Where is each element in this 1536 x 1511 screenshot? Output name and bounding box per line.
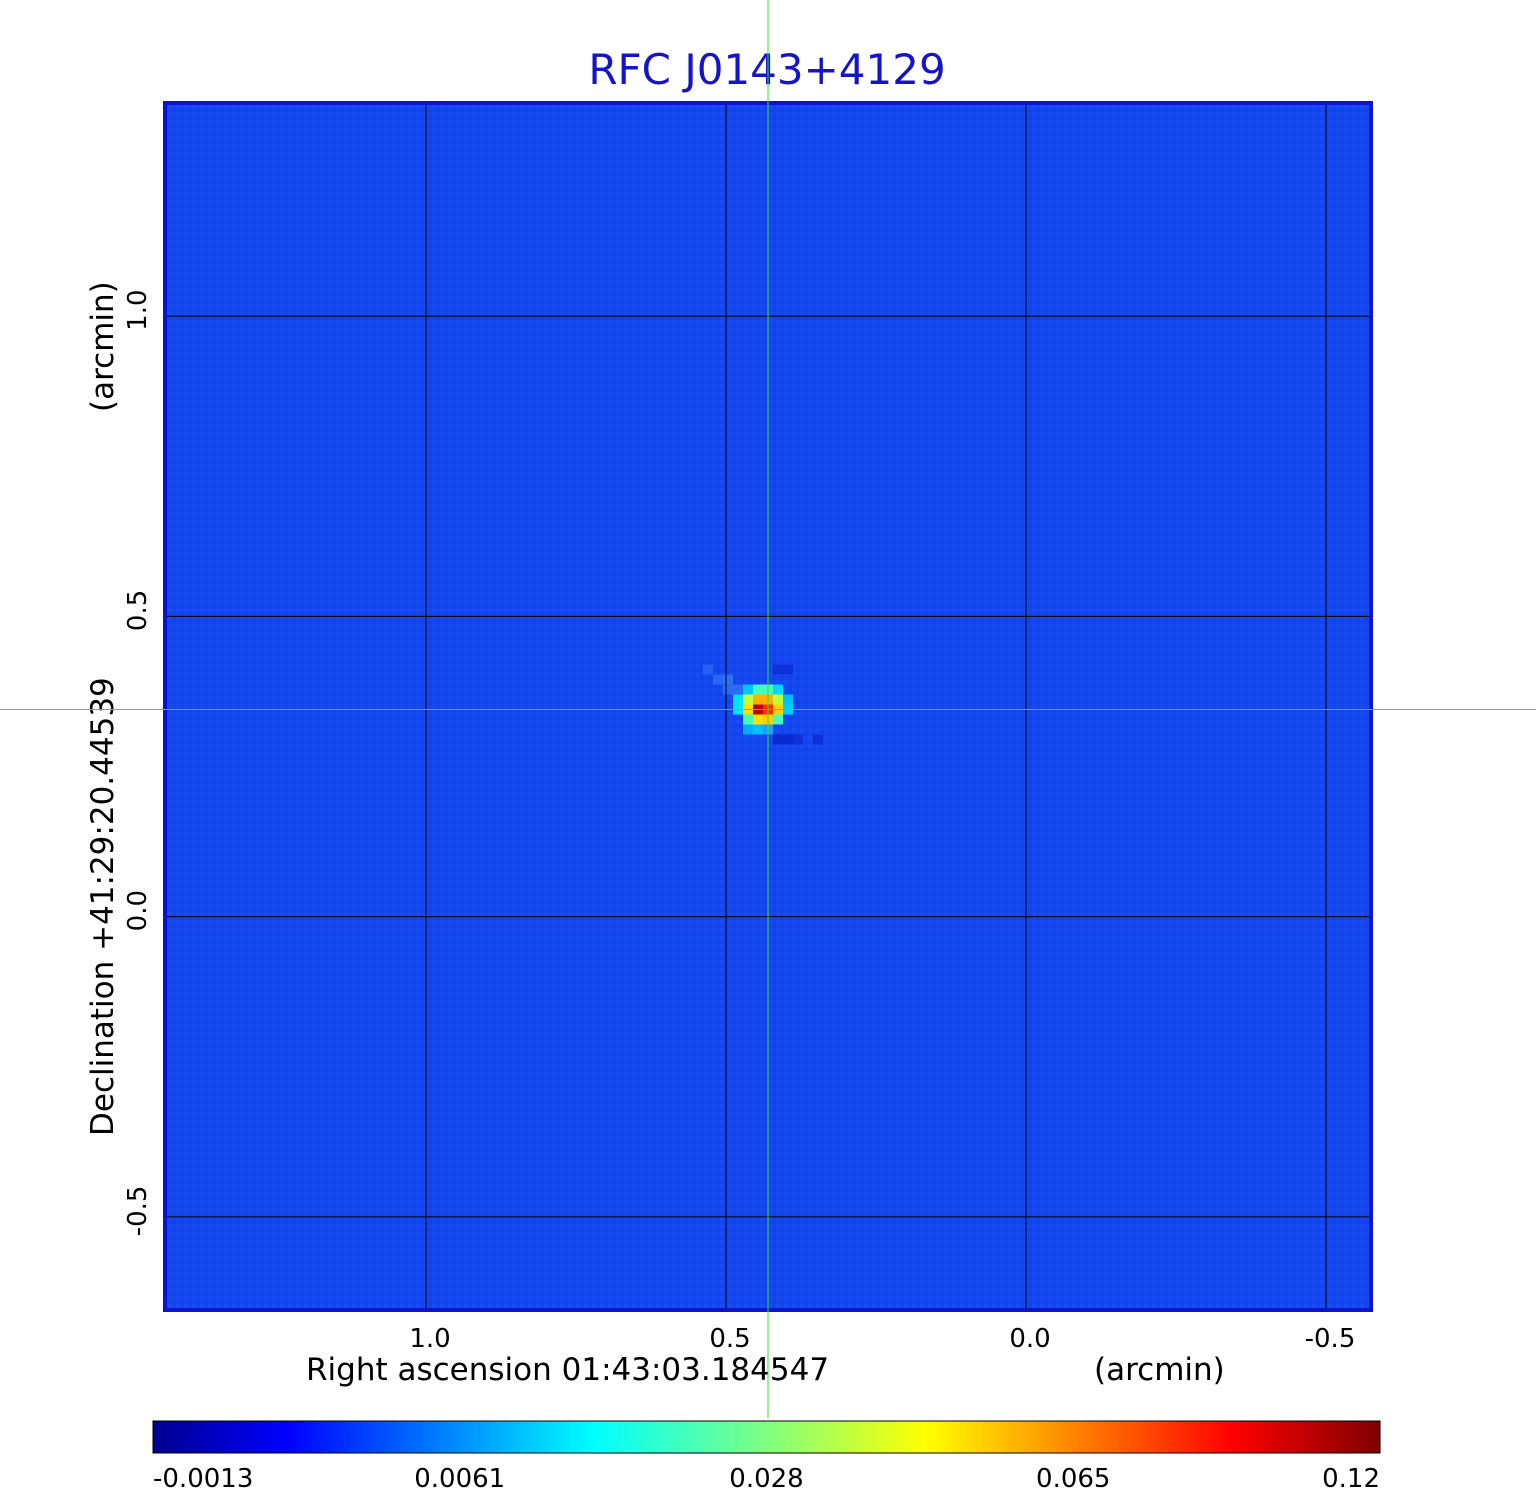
colorbar-tick-label: 0.0061: [414, 1464, 505, 1494]
emission-pixel: [743, 684, 753, 695]
chart-title: RFC J0143+4129: [588, 45, 945, 94]
emission-pixel: [753, 684, 763, 695]
x-tick-labels: 1.0 0.5 0.0 -0.5: [409, 1324, 1355, 1354]
emission-pixel: [783, 664, 793, 675]
y-tick-labels: 1.0 0.5 0.0 -0.5: [123, 289, 153, 1236]
emission-pixel: [753, 724, 763, 735]
emission-pixel: [713, 674, 723, 685]
colorbar-tick-label: 0.028: [729, 1464, 803, 1494]
emission-pixel: [773, 734, 783, 745]
colorbar-tick-label: -0.0013: [153, 1464, 253, 1494]
y-tick-label: 0.5: [123, 590, 153, 631]
y-tick-label: 1.0: [123, 289, 153, 330]
emission-pixel: [733, 694, 743, 705]
emission-pixel: [743, 724, 753, 735]
emission-pixel: [753, 694, 763, 705]
emission-pixel: [703, 664, 713, 675]
colorbar-tick-label: 0.12: [1322, 1464, 1380, 1494]
y-tick-label: -0.5: [123, 1186, 153, 1237]
x-axis-unit: (arcmin): [1094, 1352, 1225, 1388]
emission-pixel: [753, 714, 763, 725]
x-tick-label: -0.5: [1305, 1324, 1356, 1354]
x-tick-label: 1.0: [409, 1324, 450, 1354]
y-axis-unit: (arcmin): [85, 281, 121, 412]
x-tick-label: 0.0: [1009, 1324, 1050, 1354]
crosshair: [0, 0, 1536, 1418]
y-tick-label: 0.0: [123, 890, 153, 931]
emission-pixel: [733, 684, 743, 695]
emission-pixel: [743, 714, 753, 725]
emission-pixel: [723, 674, 733, 685]
x-tick-label: 0.5: [709, 1324, 750, 1354]
emission-pixel: [773, 664, 783, 675]
emission-pixel: [773, 694, 783, 705]
emission-pixel: [773, 714, 783, 725]
colorbar-tick-labels: -0.0013 0.0061 0.028 0.065 0.12: [153, 1464, 1380, 1494]
colorbar-gradient: [152, 1420, 1381, 1454]
x-axis-label: Right ascension 01:43:03.184547: [306, 1352, 829, 1388]
colorbar-tick-label: 0.065: [1036, 1464, 1110, 1494]
emission-pixel: [793, 734, 803, 745]
emission-pixel: [723, 684, 733, 695]
emission-pixel: [783, 694, 793, 705]
colorbar: -0.0013 0.0061 0.028 0.065 0.12: [152, 1420, 1381, 1494]
emission-pixel: [773, 684, 783, 695]
emission-pixel: [783, 734, 793, 745]
emission-pixel: [743, 694, 753, 705]
emission-pixel: [813, 734, 823, 745]
y-axis-label: Declination +41:29:20.44539: [85, 677, 121, 1136]
